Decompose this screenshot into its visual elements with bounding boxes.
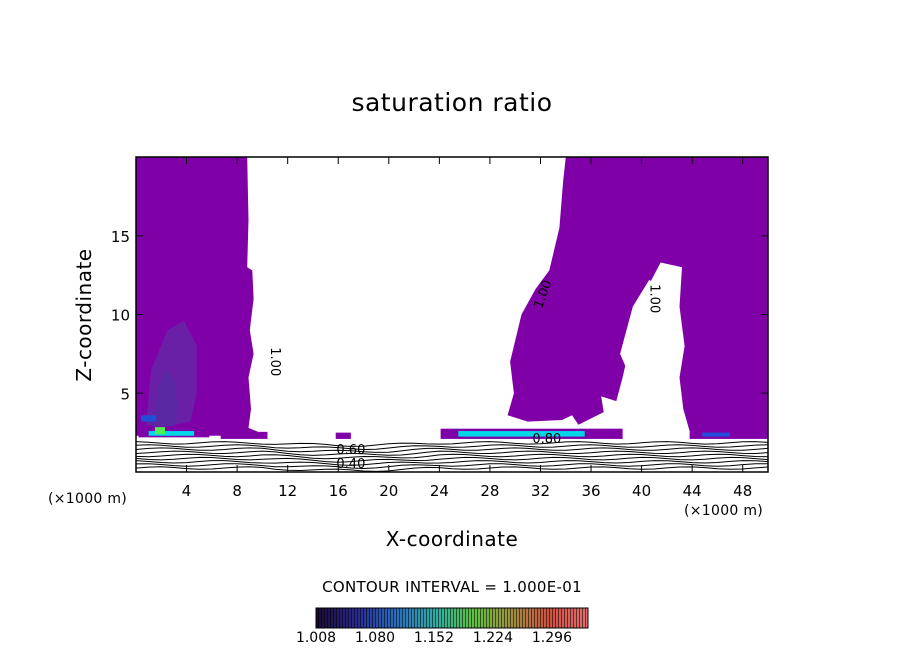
x-tick-label: 28 bbox=[480, 482, 499, 500]
blue-spot-right bbox=[702, 432, 731, 437]
contour-line bbox=[135, 450, 769, 456]
contour-line bbox=[135, 447, 769, 453]
clear-pocket-right bbox=[618, 279, 672, 422]
cyan-band-left bbox=[148, 431, 195, 436]
low-patch-left bbox=[220, 431, 268, 439]
chart-title: saturation ratio bbox=[351, 88, 553, 117]
colorbar bbox=[315, 607, 589, 629]
x-tick-label: 16 bbox=[329, 482, 348, 500]
contour-label: 1.00 bbox=[646, 284, 661, 313]
cyan-band-center bbox=[458, 431, 585, 437]
colorbar-tick-label: 1.224 bbox=[472, 630, 513, 646]
x-tick-label: 48 bbox=[733, 482, 752, 500]
dark-core-inner bbox=[152, 369, 178, 428]
x-axis-label: X-coordinate bbox=[385, 527, 519, 551]
contour-label: 0.80 bbox=[532, 432, 561, 447]
contour-interval-text: CONTOUR INTERVAL = 1.000E-01 bbox=[322, 578, 582, 596]
y-tick-label: 5 bbox=[120, 385, 130, 403]
x-tick-label: 12 bbox=[278, 482, 297, 500]
contour-label: 0.40 bbox=[336, 457, 365, 472]
colorbar-tick-label: 1.080 bbox=[354, 630, 396, 646]
x-tick-label: 44 bbox=[683, 482, 702, 500]
contour-line bbox=[135, 460, 769, 466]
y-axis-label: Z-coordinate bbox=[72, 248, 96, 382]
contour-lines bbox=[135, 441, 769, 472]
saturation-fills bbox=[136, 157, 768, 439]
x-tick-label: 32 bbox=[531, 482, 550, 500]
x-tick-label: 4 bbox=[182, 482, 192, 500]
contour-line bbox=[135, 463, 768, 470]
x-unit-label-right: (×1000 m) bbox=[684, 503, 764, 519]
colorbar-frame bbox=[315, 607, 589, 629]
contour-label: 1.00 bbox=[267, 347, 282, 376]
contour-line bbox=[135, 466, 769, 472]
contour-line bbox=[135, 444, 769, 451]
green-spot-left bbox=[154, 427, 166, 435]
colorbar-tick-label: 1.008 bbox=[295, 630, 337, 646]
x-tick-label: 20 bbox=[379, 482, 398, 500]
x-tick-label: 24 bbox=[430, 482, 449, 500]
y-axis-ticks: 5 10 15 bbox=[111, 228, 768, 403]
x-tick-label: 36 bbox=[581, 482, 600, 500]
x-axis-ticks: 4 8 12 16 20 24 28 32 36 40 44 48 bbox=[182, 157, 752, 500]
contour-labels: 1.001.00 1.000.800.600.40 bbox=[267, 278, 661, 472]
colorbar-tick-label: 1.296 bbox=[531, 630, 572, 646]
x-tick-label: 8 bbox=[232, 482, 242, 500]
contour-line bbox=[135, 456, 769, 463]
saturated-region-right bbox=[507, 157, 768, 436]
y-tick-label: 10 bbox=[111, 307, 130, 325]
blue-spot-left bbox=[141, 415, 157, 422]
x-tick-label: 40 bbox=[632, 482, 651, 500]
y-tick-label: 15 bbox=[111, 228, 130, 246]
colorbar-tick-label: 1.152 bbox=[413, 630, 455, 646]
contour-line bbox=[135, 441, 769, 447]
contour-line bbox=[135, 453, 769, 460]
colorbar-stripes bbox=[316, 608, 588, 628]
low-patch-mid bbox=[335, 432, 351, 439]
contour-label: 0.60 bbox=[336, 443, 365, 458]
x-unit-label-left: (×1000 m) bbox=[48, 491, 128, 507]
